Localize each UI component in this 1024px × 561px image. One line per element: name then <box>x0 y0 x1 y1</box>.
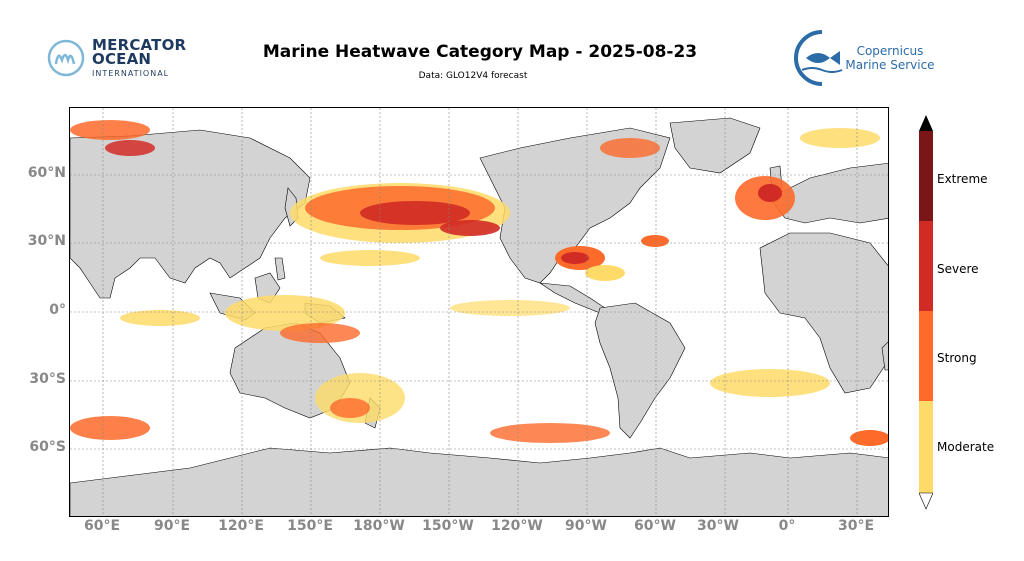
colorbar-extreme <box>919 131 933 221</box>
colorbar-min-arrow <box>919 492 933 510</box>
lon-label: 90°W <box>565 518 607 534</box>
patch-indian <box>120 310 200 326</box>
patch-wpac <box>225 295 345 331</box>
lon-label: 30°E <box>837 518 875 534</box>
land-antarctica <box>70 447 888 516</box>
lat-label: 60°S <box>29 439 66 455</box>
colorbar <box>919 115 933 510</box>
copernicus-line2: Marine Service <box>845 58 935 72</box>
mercator-logo: MERCATOR OCEAN INTERNATIONAL <box>46 38 206 82</box>
patch-tasman2 <box>330 398 370 418</box>
lon-label: 120°W <box>491 518 543 534</box>
colorbar-moderate <box>919 401 933 493</box>
patch-s-indian <box>70 416 150 440</box>
lat-label: 0° <box>49 302 66 318</box>
patch-subtrop-np <box>320 250 420 266</box>
lon-label: 60°E <box>83 518 121 534</box>
lon-label: 120°E <box>218 518 264 534</box>
patch-arctic-east <box>800 128 880 148</box>
land-north-america <box>479 127 671 284</box>
mercator-logo-text: MERCATOR OCEAN <box>92 36 187 68</box>
copernicus-logo: Copernicus Marine Service <box>792 28 942 88</box>
patch-s-africa <box>850 430 888 446</box>
lon-label: 30°W <box>697 518 739 534</box>
colorbar-label-extreme: Extreme <box>937 172 988 186</box>
land-greenland <box>669 117 761 174</box>
land-asia <box>70 129 311 299</box>
land-madagascar <box>881 341 888 371</box>
patch-arctic-west <box>70 120 150 140</box>
mercator-logo-icon <box>47 39 85 77</box>
lon-label: 0° <box>778 518 796 534</box>
land-europe <box>769 162 888 224</box>
heatwave-layer <box>70 120 888 446</box>
lon-label: 180°W <box>353 518 405 534</box>
colorbar-strong <box>919 311 933 401</box>
copernicus-logo-text: Copernicus Marine Service <box>844 44 936 72</box>
lat-label: 60°N <box>27 165 66 181</box>
map-subtitle: Data: GLO12V4 forecast <box>418 71 528 81</box>
patch-natl-severe <box>758 184 782 202</box>
patch-npac-severe <box>360 201 470 225</box>
land-africa <box>759 232 888 394</box>
heatwave-map <box>69 107 889 517</box>
patch-atlantic-mid <box>641 235 669 247</box>
mercator-logo-subtext: INTERNATIONAL <box>92 69 170 78</box>
map-title: Marine Heatwave Category Map - 2025-08-2… <box>262 42 698 62</box>
patch-npac-severe2 <box>440 220 500 236</box>
colorbar-max-arrow <box>919 115 933 131</box>
lon-label: 150°W <box>422 518 474 534</box>
patch-e-pac <box>450 300 570 316</box>
patch-baffin <box>600 138 660 158</box>
patch-gulf-severe <box>561 252 589 264</box>
colorbar-label-moderate: Moderate <box>937 440 995 454</box>
lon-label: 150°E <box>287 518 333 534</box>
lon-label: 90°E <box>153 518 191 534</box>
patch-wpac2 <box>280 323 360 343</box>
map-canvas <box>70 108 888 516</box>
mercator-line2: OCEAN <box>92 50 152 68</box>
lat-label: 30°S <box>29 371 66 387</box>
patch-caribbean <box>585 265 625 281</box>
copernicus-line1: Copernicus <box>856 44 924 58</box>
land-south-america <box>594 302 686 439</box>
colorbar-severe <box>919 221 933 311</box>
map-grid <box>70 108 888 516</box>
colorbar-label-severe: Severe <box>937 262 979 276</box>
copernicus-fish-icon <box>794 30 843 86</box>
mercator-line1: MERCATOR <box>92 36 187 54</box>
colorbar-label-strong: Strong <box>937 351 977 365</box>
patch-arctic-west2 <box>105 140 155 156</box>
patch-s-pacific <box>490 423 610 443</box>
lat-label: 30°N <box>27 233 66 249</box>
patch-s-atlantic <box>710 369 830 397</box>
lon-label: 60°W <box>634 518 676 534</box>
land-philippines <box>274 257 286 281</box>
